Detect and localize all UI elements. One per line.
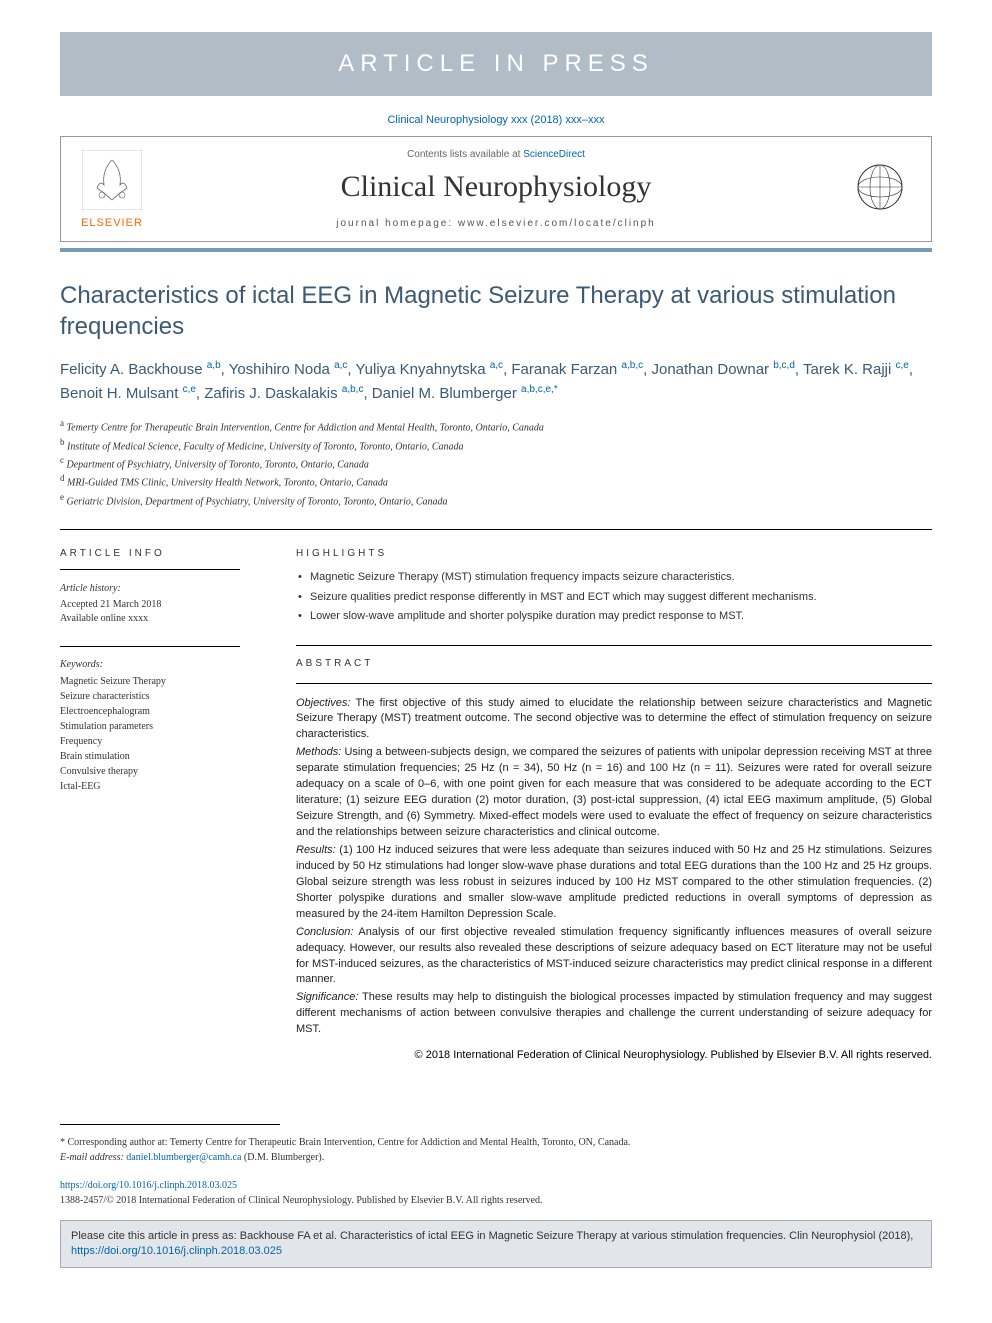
journal-name: Clinical Neurophysiology xyxy=(147,170,845,204)
issn-line: 1388-2457/© 2018 International Federatio… xyxy=(60,1195,932,1206)
highlights-label: HIGHLIGHTS xyxy=(296,548,932,559)
highlight-item: Seizure qualities predict response diffe… xyxy=(296,589,932,606)
highlight-item: Lower slow-wave amplitude and shorter po… xyxy=(296,608,932,625)
homepage-prefix: journal homepage: xyxy=(336,218,458,229)
article-info-label: ARTICLE INFO xyxy=(60,548,260,559)
abstract-rule-top xyxy=(296,645,932,646)
elsevier-logo: ELSEVIER xyxy=(77,150,147,229)
corr-symbol: * xyxy=(60,1137,65,1148)
keywords-list: Magnetic Seizure TherapySeizure characte… xyxy=(60,674,260,794)
two-column-area: ARTICLE INFO Article history: Accepted 2… xyxy=(60,529,932,1064)
ifcn-globe-icon xyxy=(850,157,910,217)
cite-as-box: Please cite this article in press as: Ba… xyxy=(60,1220,932,1269)
contents-available-line: Contents lists available at ScienceDirec… xyxy=(147,149,845,160)
footnote-divider xyxy=(60,1124,280,1125)
keywords-rule xyxy=(60,646,240,647)
keywords-label: Keywords: xyxy=(60,659,260,670)
author-list: Felicity A. Backhouse a,b, Yoshihiro Nod… xyxy=(60,358,932,405)
abstract-label: ABSTRACT xyxy=(296,658,932,669)
article-info-column: ARTICLE INFO Article history: Accepted 2… xyxy=(60,548,260,1064)
corresponding-author: * Corresponding author at: Temerty Centr… xyxy=(60,1135,932,1165)
journal-homepage: journal homepage: www.elsevier.com/locat… xyxy=(147,218,845,229)
doi-link[interactable]: https://doi.org/10.1016/j.clinph.2018.03… xyxy=(60,1180,237,1191)
doi-line: https://doi.org/10.1016/j.clinph.2018.03… xyxy=(60,1179,932,1193)
abstract-column: HIGHLIGHTS Magnetic Seizure Therapy (MST… xyxy=(296,548,932,1064)
header-center: Contents lists available at ScienceDirec… xyxy=(147,149,845,229)
top-citation: Clinical Neurophysiology xxx (2018) xxx–… xyxy=(60,114,932,126)
abstract-rule-bottom xyxy=(296,683,932,684)
article-title: Characteristics of ictal EEG in Magnetic… xyxy=(60,280,932,342)
accent-rule xyxy=(60,248,932,252)
contents-prefix: Contents lists available at xyxy=(407,149,523,160)
affiliations: a Temerty Centre for Therapeutic Brain I… xyxy=(60,417,932,509)
ifcn-logo xyxy=(845,157,915,222)
info-rule xyxy=(60,569,240,570)
sciencedirect-link[interactable]: ScienceDirect xyxy=(523,149,585,160)
corr-text: Corresponding author at: Temerty Centre … xyxy=(68,1137,631,1148)
highlights-list: Magnetic Seizure Therapy (MST) stimulati… xyxy=(296,569,932,625)
email-suffix: (D.M. Blumberger). xyxy=(244,1152,324,1163)
cite-doi-link[interactable]: https://doi.org/10.1016/j.clinph.2018.03… xyxy=(71,1245,282,1257)
journal-header: ELSEVIER Contents lists available at Sci… xyxy=(60,136,932,242)
highlight-item: Magnetic Seizure Therapy (MST) stimulati… xyxy=(296,569,932,586)
corresponding-email-link[interactable]: daniel.blumberger@camh.ca xyxy=(126,1152,241,1163)
history-label: Article history: xyxy=(60,582,260,596)
elsevier-name: ELSEVIER xyxy=(77,217,147,229)
abstract-body: Objectives: The first objective of this … xyxy=(296,696,932,1039)
history-content: Accepted 21 March 2018Available online x… xyxy=(60,598,260,626)
article-in-press-banner: ARTICLE IN PRESS xyxy=(60,32,932,96)
homepage-url: www.elsevier.com/locate/clinph xyxy=(458,218,656,229)
copyright-line: © 2018 International Federation of Clini… xyxy=(296,1048,932,1063)
elsevier-tree-icon xyxy=(82,150,142,210)
cite-prefix: Please cite this article in press as: Ba… xyxy=(71,1230,913,1242)
email-label: E-mail address: xyxy=(60,1152,124,1163)
page-root: ARTICLE IN PRESS Clinical Neurophysiolog… xyxy=(0,0,992,1308)
